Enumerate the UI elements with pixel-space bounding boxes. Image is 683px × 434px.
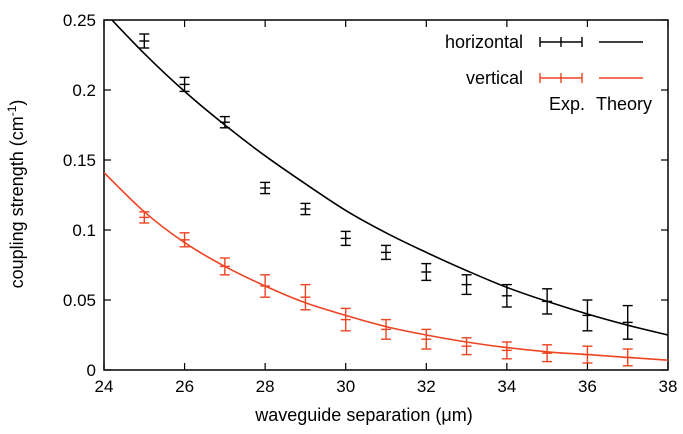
data-point-vertical (381, 318, 391, 340)
y-tick-label: 0 (87, 361, 96, 380)
data-point-vertical (542, 344, 553, 363)
data-point-horizontal (622, 304, 633, 340)
data-point-horizontal (421, 262, 432, 282)
x-tick-label: 32 (417, 377, 436, 396)
legend-header-theory: Theory (596, 94, 652, 114)
data-point-vertical (340, 307, 351, 332)
x-tick-label: 28 (256, 377, 275, 396)
data-point-horizontal (381, 244, 391, 261)
y-axis-label-main: coupling strength (cm (7, 116, 27, 288)
x-axis-label: waveguide separation (μm) (254, 405, 472, 425)
legend-exp-sample-horizontal (539, 37, 583, 47)
data-point-vertical (421, 328, 432, 350)
y-tick-label: 0.1 (72, 221, 96, 240)
legend-exp-sample-vertical (539, 73, 583, 83)
data-point-horizontal (582, 299, 593, 332)
y-axis-label-close: ) (7, 100, 27, 106)
y-axis-label: coupling strength (cm-1) (5, 100, 27, 289)
data-point-vertical (461, 337, 472, 356)
legend-label-vertical: vertical (466, 68, 523, 88)
legend-header-exp: Exp. (549, 94, 585, 114)
x-tick-label: 34 (497, 377, 516, 396)
y-tick-label: 0.2 (72, 81, 96, 100)
data-point-vertical (219, 257, 230, 276)
data-point-vertical (622, 348, 633, 367)
data-point-horizontal (219, 115, 230, 129)
data-point-horizontal (139, 33, 150, 49)
data-point-horizontal (300, 202, 311, 216)
x-tick-label: 36 (578, 377, 597, 396)
x-tick-label: 30 (336, 377, 355, 396)
data-point-horizontal (179, 76, 190, 93)
theory-curve-horizontal (110, 20, 668, 336)
data-point-vertical (139, 211, 150, 224)
data-point-horizontal (461, 274, 472, 296)
data-point-vertical (260, 274, 271, 298)
x-tick-label: 24 (95, 377, 114, 396)
y-tick-label: 0.15 (63, 151, 96, 170)
x-tick-label: 38 (659, 377, 678, 396)
legend-label-horizontal: horizontal (445, 32, 523, 52)
data-point-horizontal (542, 288, 553, 315)
data-point-vertical (300, 283, 311, 311)
data-point-vertical (582, 345, 593, 364)
plot-layer: 24 26 28 30 32 34 36 38 0 0.05 0.1 0.15 0.2 0.25 (63, 11, 678, 396)
legend: horizontal vertical Exp. Theory (445, 32, 652, 114)
data-point-vertical (501, 341, 512, 360)
data-point-horizontal (501, 283, 512, 308)
data-point-vertical (179, 232, 190, 248)
data-point-horizontal (340, 230, 351, 247)
y-tick-label: 0.25 (63, 11, 96, 30)
y-axis-label-superscript: -1 (5, 105, 19, 116)
y-tick-label: 0.05 (63, 291, 96, 310)
data-point-horizontal (260, 181, 271, 195)
x-tick-label: 26 (175, 377, 194, 396)
plot-frame (103, 19, 669, 371)
